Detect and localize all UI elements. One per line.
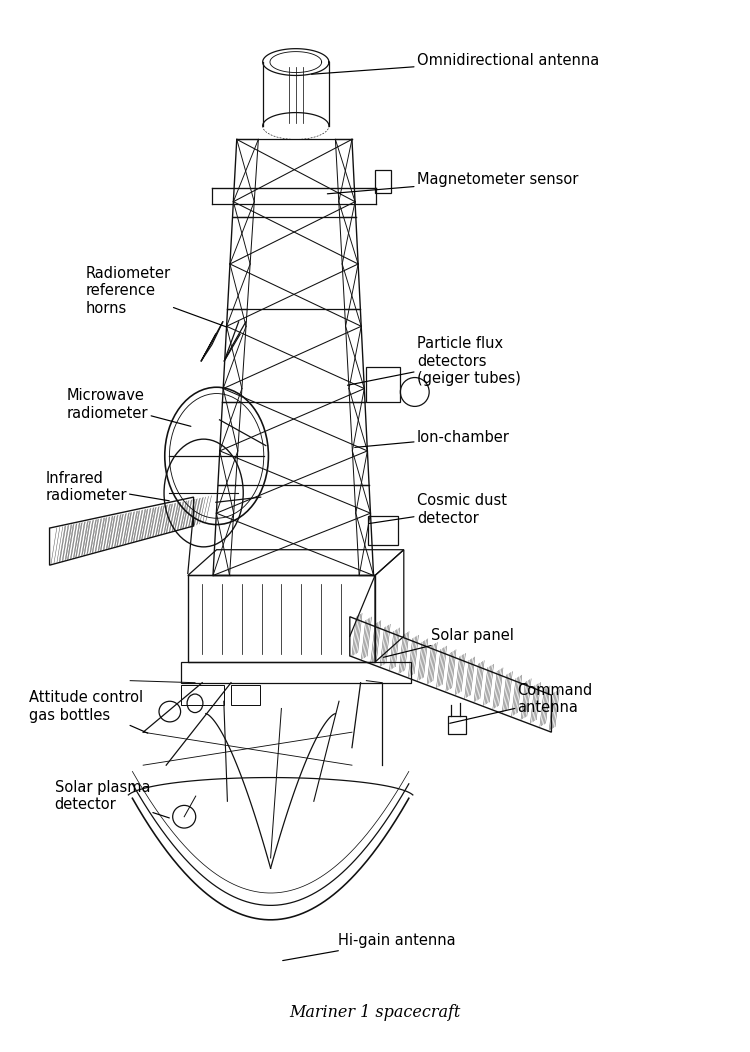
Bar xyxy=(375,170,391,193)
Bar xyxy=(448,715,466,734)
Bar xyxy=(368,515,398,545)
Text: Radiometer
reference
horns: Radiometer reference horns xyxy=(86,266,227,327)
Text: Hi-gain antenna: Hi-gain antenna xyxy=(283,933,455,960)
Text: Ion-chamber: Ion-chamber xyxy=(355,430,510,447)
Bar xyxy=(181,685,224,706)
Text: Infrared
radiometer: Infrared radiometer xyxy=(45,470,170,503)
Bar xyxy=(366,367,400,402)
Text: Command
antenna: Command antenna xyxy=(450,683,592,724)
Text: Mariner 1 spacecraft: Mariner 1 spacecraft xyxy=(290,1004,460,1021)
Bar xyxy=(188,575,375,662)
Text: Solar panel: Solar panel xyxy=(383,628,514,658)
Text: Particle flux
detectors
(geiger tubes): Particle flux detectors (geiger tubes) xyxy=(347,337,520,386)
Text: Magnetometer sensor: Magnetometer sensor xyxy=(327,173,578,194)
Text: Cosmic dust
detector: Cosmic dust detector xyxy=(369,493,507,526)
Text: Attitude control
gas bottles: Attitude control gas bottles xyxy=(29,690,148,733)
Text: Solar plasma
detector: Solar plasma detector xyxy=(55,780,170,818)
Text: Omnidirectional antenna: Omnidirectional antenna xyxy=(311,53,599,75)
Text: Microwave
radiometer: Microwave radiometer xyxy=(67,388,190,426)
Bar xyxy=(181,662,411,683)
Bar xyxy=(231,685,260,706)
